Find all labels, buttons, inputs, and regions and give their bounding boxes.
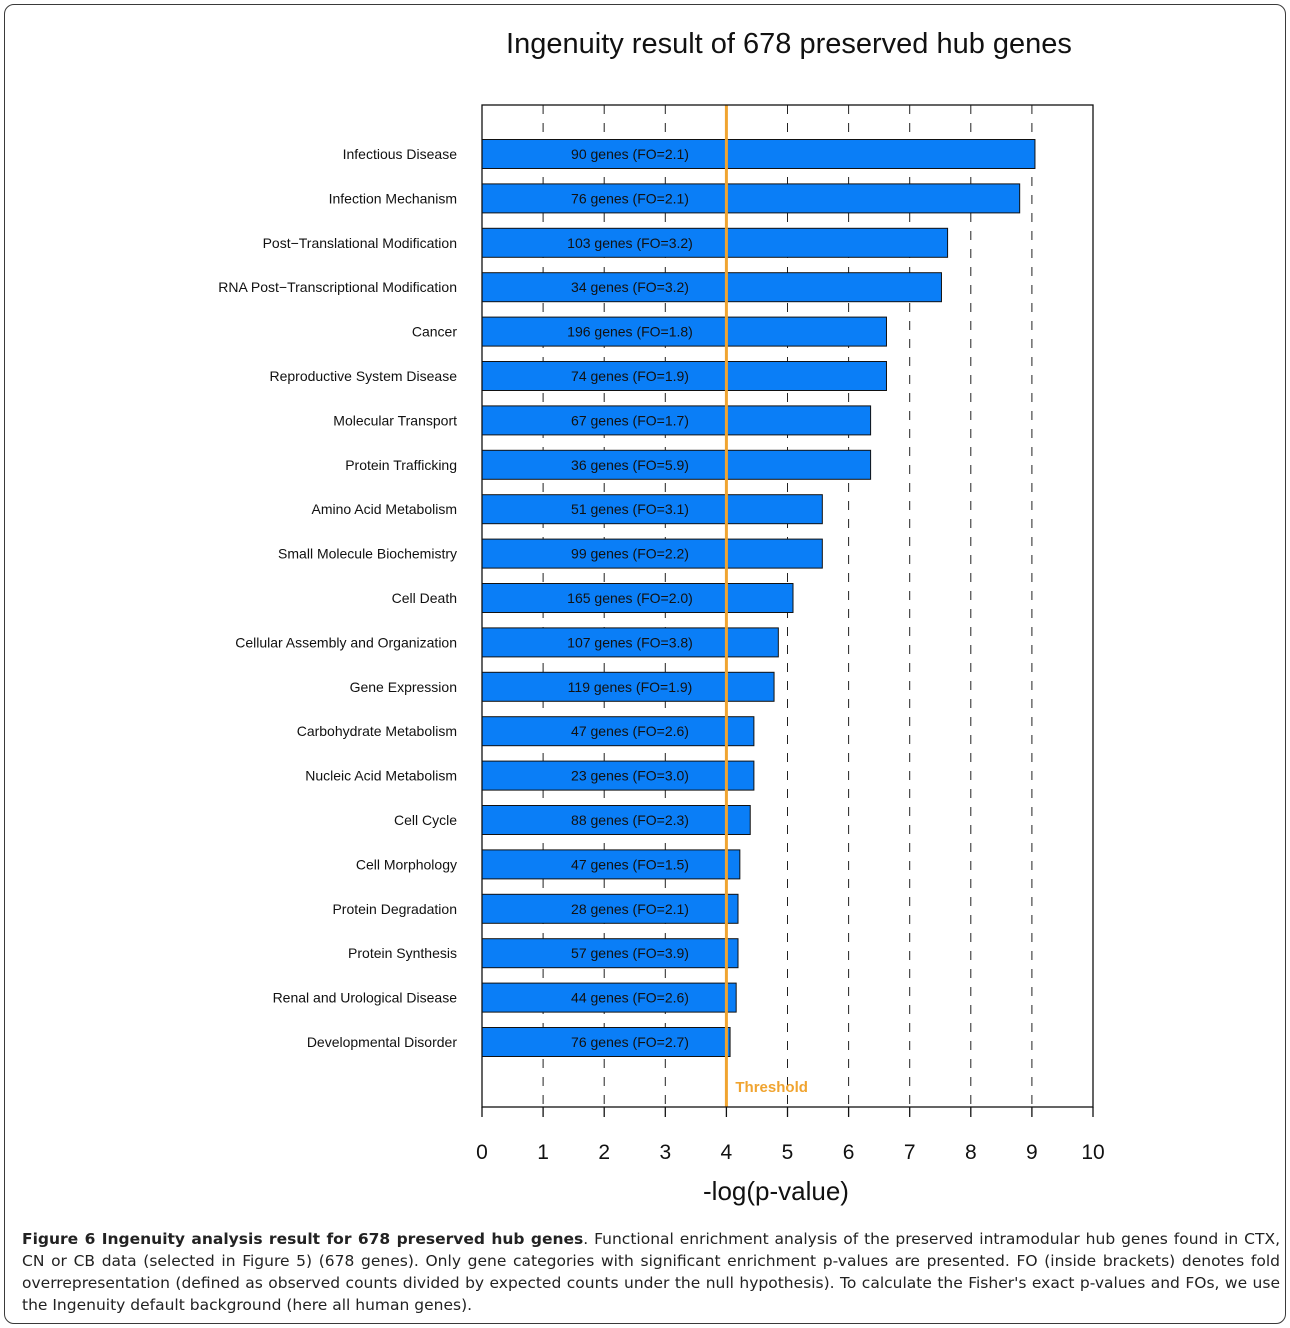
bar-label: 90 genes (FO=2.1) [571, 146, 689, 162]
bar-chart: Ingenuity result of 678 preserved hub ge… [218, 28, 1105, 1206]
caption-text: . Functional enrichment analysis of the … [22, 1230, 1281, 1314]
bar [481, 183, 1021, 214]
bar-label: 34 genes (FO=3.2) [571, 279, 689, 295]
category-label: Small Molecule Biochemistry [278, 546, 457, 562]
bar-label: 57 genes (FO=3.9) [571, 945, 689, 961]
x-axis-label: -log(p-value) [703, 1176, 849, 1206]
category-label: Protein Trafficking [345, 457, 457, 473]
bar-label: 36 genes (FO=5.9) [571, 457, 689, 473]
category-label: Molecular Transport [333, 412, 457, 428]
bar-label: 76 genes (FO=2.7) [571, 1034, 689, 1050]
x-tick-label: 1 [537, 1141, 549, 1164]
x-tick-label: 10 [1081, 1141, 1104, 1164]
x-tick-label: 6 [843, 1141, 855, 1164]
bar-label: 99 genes (FO=2.2) [571, 546, 689, 562]
x-tick-label: 2 [598, 1141, 610, 1164]
category-label: Developmental Disorder [307, 1034, 458, 1050]
bar [481, 361, 887, 391]
caption-label: Figure 6 Ingenuity analysis result for 6… [22, 1230, 584, 1248]
bar-label: 103 genes (FO=3.2) [567, 235, 693, 251]
bar [481, 405, 872, 436]
bar-label: 28 genes (FO=2.1) [571, 901, 689, 917]
category-label: Carbohydrate Metabolism [297, 723, 457, 739]
bar [481, 938, 739, 969]
category-label: RNA Post−Transcriptional Modification [218, 279, 457, 295]
bar-label: 76 genes (FO=2.1) [571, 190, 689, 206]
bar-label: 51 genes (FO=3.1) [571, 501, 689, 517]
category-label: Cell Cycle [394, 812, 457, 828]
bar [481, 760, 755, 791]
category-label: Gene Expression [350, 679, 457, 695]
x-tick-label: 9 [1026, 1141, 1038, 1164]
x-tick-label: 5 [782, 1141, 794, 1164]
x-tick-label: 7 [904, 1141, 916, 1164]
bar-label: 196 genes (FO=1.8) [567, 324, 693, 340]
bar-label: 23 genes (FO=3.0) [571, 768, 689, 784]
bar [481, 583, 794, 613]
x-tick-label: 4 [721, 1141, 733, 1164]
category-label: Protein Synthesis [348, 945, 457, 961]
bar [481, 982, 737, 1013]
category-labels: Infectious Disease Infection Mechanism Pos… [218, 146, 457, 1050]
category-label: Cell Death [392, 590, 457, 606]
category-label: Cancer [412, 324, 457, 340]
bar [481, 716, 755, 747]
bar [481, 227, 949, 258]
category-label: Renal and Urological Disease [273, 990, 458, 1006]
category-label: Amino Acid Metabolism [311, 501, 457, 517]
bar-label: 47 genes (FO=2.6) [571, 723, 689, 739]
category-label: Cellular Assembly and Organization [235, 634, 457, 650]
bar-label: 107 genes (FO=3.8) [567, 634, 693, 650]
category-label: Infection Mechanism [329, 190, 457, 206]
bar [481, 139, 1036, 169]
category-label: Infectious Disease [343, 146, 458, 162]
figure-caption: Figure 6 Ingenuity analysis result for 6… [22, 1228, 1280, 1316]
x-tick-label: 0 [476, 1141, 488, 1164]
bar [481, 272, 942, 303]
bar [481, 1027, 731, 1057]
bar [481, 494, 823, 525]
x-tick-label: 8 [965, 1141, 977, 1164]
bar-label: 119 genes (FO=1.9) [568, 679, 693, 695]
category-label: Nucleic Acid Metabolism [305, 768, 457, 784]
bar [481, 893, 739, 924]
bar [481, 316, 887, 347]
bar-label: 67 genes (FO=1.7) [571, 412, 689, 428]
bar-label: 88 genes (FO=2.3) [571, 812, 689, 828]
threshold-marker: Threshold [724, 105, 808, 1107]
x-tick-label: 3 [659, 1141, 671, 1164]
bar-labels: 90 genes (FO=2.1) 76 genes (FO=2.1) 103 ge… [567, 146, 693, 1050]
category-label: Post−Translational Modification [263, 235, 457, 251]
bar [481, 849, 741, 880]
bar-label: 47 genes (FO=1.5) [571, 856, 689, 872]
bar [481, 538, 823, 569]
category-label: Reproductive System Disease [269, 368, 457, 384]
category-label: Cell Morphology [356, 856, 457, 872]
chart-title: Ingenuity result of 678 preserved hub ge… [506, 28, 1072, 60]
bar-label: 165 genes (FO=2.0) [567, 590, 693, 606]
x-axis-ticks: 0 1 2 3 4 5 6 7 8 9 10 [476, 1107, 1105, 1164]
figure-frame [4, 4, 1286, 1324]
category-label: Protein Degradation [332, 901, 457, 917]
bar-label: 44 genes (FO=2.6) [571, 990, 689, 1006]
threshold-label: Threshold [735, 1079, 808, 1096]
bars [481, 139, 1036, 1057]
bar-label: 74 genes (FO=1.9) [571, 368, 689, 384]
bar [481, 627, 779, 658]
